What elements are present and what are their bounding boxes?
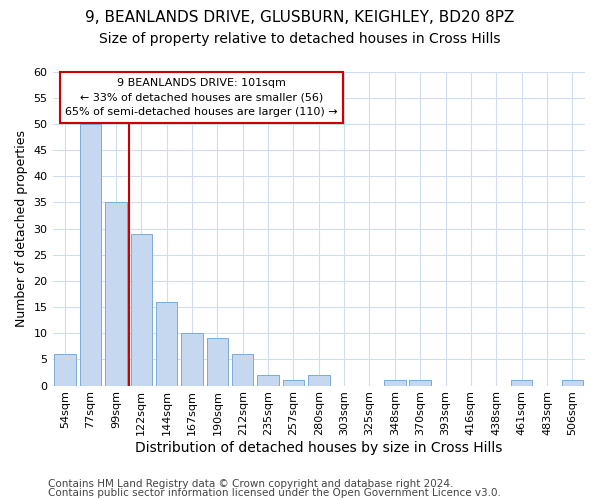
Text: Size of property relative to detached houses in Cross Hills: Size of property relative to detached ho…: [99, 32, 501, 46]
Text: 9 BEANLANDS DRIVE: 101sqm
← 33% of detached houses are smaller (56)
65% of semi-: 9 BEANLANDS DRIVE: 101sqm ← 33% of detac…: [65, 78, 338, 118]
Bar: [257, 375, 279, 386]
Bar: [105, 202, 127, 386]
Y-axis label: Number of detached properties: Number of detached properties: [15, 130, 28, 327]
Bar: [80, 124, 101, 386]
Text: Contains HM Land Registry data © Crown copyright and database right 2024.: Contains HM Land Registry data © Crown c…: [48, 479, 454, 489]
Bar: [232, 354, 253, 386]
Bar: [511, 380, 532, 386]
Bar: [131, 234, 152, 386]
Bar: [384, 380, 406, 386]
X-axis label: Distribution of detached houses by size in Cross Hills: Distribution of detached houses by size …: [135, 441, 502, 455]
Bar: [181, 333, 203, 386]
Text: 9, BEANLANDS DRIVE, GLUSBURN, KEIGHLEY, BD20 8PZ: 9, BEANLANDS DRIVE, GLUSBURN, KEIGHLEY, …: [85, 10, 515, 25]
Bar: [156, 302, 178, 386]
Bar: [562, 380, 583, 386]
Bar: [308, 375, 329, 386]
Text: Contains public sector information licensed under the Open Government Licence v3: Contains public sector information licen…: [48, 488, 501, 498]
Bar: [206, 338, 228, 386]
Bar: [283, 380, 304, 386]
Bar: [409, 380, 431, 386]
Bar: [55, 354, 76, 386]
